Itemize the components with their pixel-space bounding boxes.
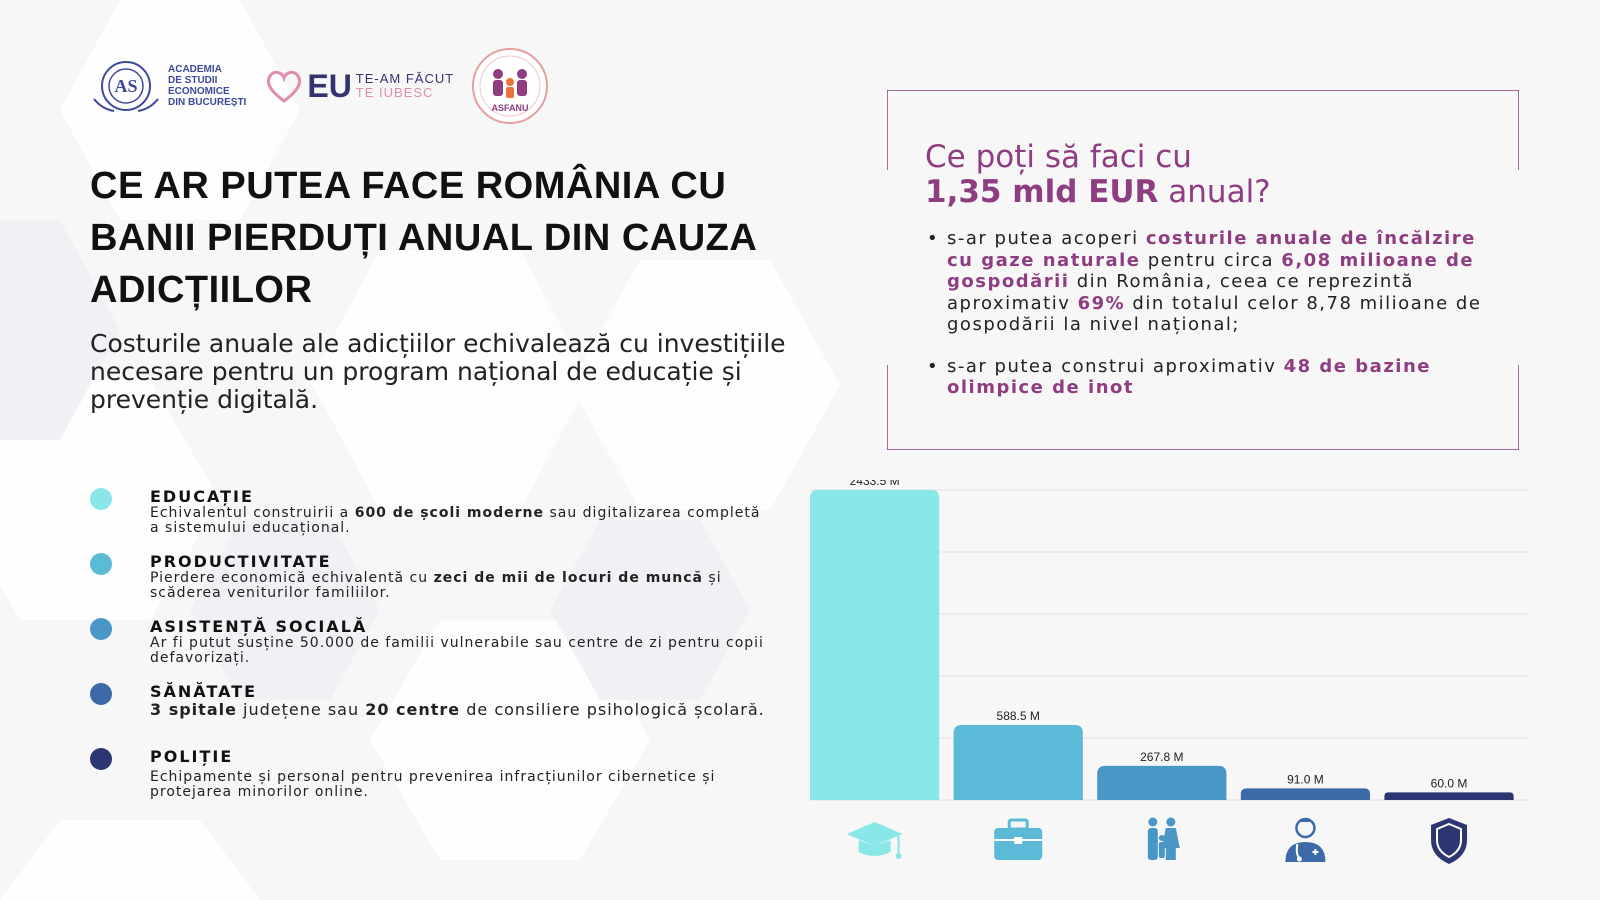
bullet-text: s-ar putea construi aproximativ <box>947 355 1284 377</box>
box-heading-post: anual? <box>1158 174 1271 210</box>
bar-value-label: 588.5 M <box>997 709 1040 723</box>
bar <box>1097 765 1227 800</box>
bullet-highlight: 48 de bazine olimpice de inot <box>947 355 1431 399</box>
ase-seal-icon: AS <box>93 61 159 112</box>
logo-bar: AS ACADEMIA DE STUDII ECONOMICE DIN BUCU… <box>90 46 550 126</box>
svg-text:AS: AS <box>114 76 137 96</box>
desc-bold: 600 de școli moderne <box>354 505 545 521</box>
ase-line: ECONOMICE <box>168 86 230 97</box>
bar-value-label: 60.0 M <box>1431 776 1468 790</box>
bullet-highlight: 6,08 milioane de gospodării <box>947 249 1475 293</box>
box-bullet: s-ar putea construi aproximativ 48 de ba… <box>927 355 1487 399</box>
page-title: CE AR PUTEA FACE ROMÂNIA CU BANII PIERDU… <box>90 165 756 311</box>
bullet-text: din totalul celor 8,78 milioane de gospo… <box>947 292 1482 336</box>
desc-text: și scăderea veniturilor familiilor. <box>150 570 722 601</box>
box-heading: Ce poți să faci cu 1,35 mld EUR anual? <box>925 140 1271 210</box>
bullet-text: din România, ceea ce reprezintă aproxima… <box>947 271 1414 314</box>
box-bullet-list: s-ar putea acoperi costurile anuale de î… <box>927 228 1487 399</box>
color-dot <box>90 553 112 575</box>
desc-text: județene sau <box>236 700 366 719</box>
color-dot <box>90 618 112 640</box>
eu-tagline-2: TE IUBESC <box>355 85 434 100</box>
eu-tagline-1: TE-AM FĂCUT <box>355 71 455 86</box>
asfanu-text: ASFANU <box>492 103 529 113</box>
category-item-productivitate: PRODUCTIVITATE Pierdere economică echiva… <box>90 553 770 618</box>
doctor-icon <box>1285 817 1326 862</box>
shield-icon <box>1431 818 1468 864</box>
bullet-text: s-ar putea acoperi <box>947 228 1146 249</box>
bar <box>810 490 940 800</box>
eu-tagline: TE-AM FĂCUT TE IUBESC <box>356 72 454 100</box>
category-title: PRODUCTIVITATE <box>150 552 332 571</box>
bullet-text: pentru circa <box>1140 249 1282 271</box>
category-title: ASISTENȚĂ SOCIALĂ <box>150 617 368 636</box>
category-description: Ar fi putut susține 50.000 de familii vu… <box>150 635 764 666</box>
box-heading-amount: 1,35 mld EUR <box>925 174 1159 210</box>
bar-value-label: 2433.5 M <box>850 480 900 488</box>
bar <box>1384 792 1514 800</box>
category-title: POLIȚIE <box>150 747 234 766</box>
desc-text: Echivalentul construirii a <box>150 505 355 521</box>
heart-icon <box>267 70 302 103</box>
color-dot <box>90 488 112 510</box>
color-dot <box>90 683 112 705</box>
desc-bold: zeci de mii de locuri de muncă <box>433 570 703 586</box>
briefcase-icon <box>994 818 1043 860</box>
ase-name: ACADEMIA DE STUDII ECONOMICE DIN BUCUREȘ… <box>168 64 246 108</box>
category-title: EDUCAȚIE <box>150 487 254 506</box>
desc-text: sau digitalizarea completă a sistemului … <box>150 505 761 536</box>
category-title: SĂNĂTATE <box>150 682 258 701</box>
chart-category-icons <box>846 817 1468 864</box>
family-icon <box>1147 817 1180 860</box>
category-description: 3 spitale județene sau 20 centre de cons… <box>150 701 770 718</box>
ase-line: DIN BUCUREȘTI <box>168 97 247 108</box>
category-item-educatie: EDUCAȚIE Echivalentul construirii a 600 … <box>90 488 770 553</box>
info-box: Ce poți să faci cu 1,35 mld EUR anual? s… <box>887 90 1519 450</box>
eu-logo: EU TE-AM FĂCUT TE IUBESC <box>264 68 454 105</box>
box-heading-line: Ce poți să faci cu <box>925 139 1192 175</box>
category-list: EDUCAȚIE Echivalentul construirii a 600 … <box>90 488 770 813</box>
category-description: Echipamente și personal pentru prevenire… <box>150 769 716 800</box>
ase-line: DE STUDII <box>168 75 218 86</box>
category-item-politie: POLIȚIE Echipamente și personal pentru p… <box>90 748 770 813</box>
bar-value-label: 267.8 M <box>1140 750 1183 764</box>
desc-text: Pierdere economică echivalentă cu <box>150 570 434 586</box>
asfanu-logo: ASFANU <box>472 48 549 124</box>
bar-value-label: 91.0 M <box>1287 772 1324 786</box>
page-subtitle: Costurile anuale ale adicțiilor echivale… <box>90 329 786 414</box>
category-description: Pierdere economică echivalentă cu zeci d… <box>150 571 770 601</box>
bullet-highlight: costurile anuale de încălzire cu gaze na… <box>947 228 1476 271</box>
desc-bold: 3 spitale <box>150 700 237 719</box>
bar <box>1240 788 1371 800</box>
category-description: Echivalentul construirii a 600 de școli … <box>150 506 770 536</box>
chart-bars <box>810 490 1514 800</box>
desc-bold: 20 centre <box>365 700 461 719</box>
eu-big-text: EU <box>307 67 352 104</box>
color-dot <box>90 748 112 770</box>
category-item-sanatate: SĂNĂTATE 3 spitale județene sau 20 centr… <box>90 683 770 748</box>
graduation-cap-icon <box>846 822 903 859</box>
bar-chart: 2433.5 M 588.5 M 267.8 M 91.0 M 60.0 M <box>810 480 1528 864</box>
ase-logo: AS ACADEMIA DE STUDII ECONOMICE DIN BUCU… <box>90 59 246 113</box>
bullet-highlight: 69% <box>1077 292 1126 314</box>
box-bullet: s-ar putea acoperi costurile anuale de î… <box>927 228 1487 336</box>
ase-line: ACADEMIA <box>168 64 222 75</box>
chart-value-labels: 2433.5 M 588.5 M 267.8 M 91.0 M 60.0 M <box>850 480 1468 790</box>
desc-text: de consiliere psihologică școlară. <box>460 700 765 719</box>
bar <box>953 725 1083 800</box>
category-item-asistenta-sociala: ASISTENȚĂ SOCIALĂ Ar fi putut susține 50… <box>90 618 770 683</box>
